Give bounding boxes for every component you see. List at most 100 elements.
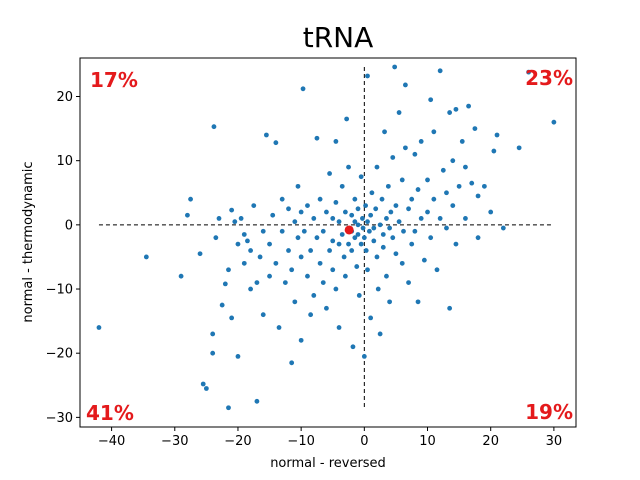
data-point bbox=[333, 286, 339, 292]
y-tick-label: 20 bbox=[56, 90, 73, 105]
data-point bbox=[377, 331, 383, 337]
data-point bbox=[352, 196, 358, 202]
data-point bbox=[373, 206, 379, 212]
data-point bbox=[289, 360, 295, 366]
data-point bbox=[185, 212, 190, 218]
data-point bbox=[260, 312, 266, 318]
x-tick-label: 10 bbox=[419, 434, 436, 449]
data-point bbox=[143, 254, 149, 260]
data-point bbox=[368, 212, 374, 218]
quadrant-label-top-left: 17% bbox=[90, 68, 138, 92]
data-point bbox=[292, 299, 298, 305]
y-tick-label: −30 bbox=[46, 411, 73, 426]
data-point bbox=[488, 209, 494, 215]
data-point bbox=[388, 209, 394, 215]
data-point bbox=[248, 248, 253, 253]
data-point bbox=[333, 199, 339, 205]
data-point bbox=[314, 135, 320, 141]
data-point bbox=[393, 203, 399, 209]
data-point bbox=[434, 267, 440, 273]
data-point bbox=[226, 405, 231, 411]
data-point bbox=[440, 167, 446, 173]
data-point bbox=[286, 248, 291, 253]
data-point bbox=[494, 132, 500, 138]
data-point bbox=[380, 232, 386, 237]
data-point bbox=[409, 241, 415, 247]
data-point bbox=[251, 203, 257, 209]
data-point bbox=[363, 203, 368, 209]
data-point bbox=[349, 212, 355, 218]
data-point bbox=[330, 238, 336, 244]
data-point bbox=[450, 158, 456, 164]
data-point bbox=[295, 183, 301, 189]
data-point bbox=[374, 254, 380, 260]
data-point bbox=[406, 206, 411, 212]
data-point bbox=[399, 177, 405, 183]
data-point bbox=[401, 228, 406, 234]
quadrant-label-bottom-right: 19% bbox=[525, 400, 573, 424]
quadrant-labels: 17% 23% 41% 19% bbox=[86, 66, 573, 425]
data-point bbox=[399, 260, 405, 266]
data-point bbox=[412, 151, 418, 157]
data-point bbox=[447, 305, 453, 311]
data-point bbox=[301, 228, 307, 234]
data-point bbox=[333, 139, 339, 144]
data-point bbox=[444, 190, 449, 196]
data-point bbox=[298, 209, 304, 215]
data-point bbox=[421, 257, 427, 263]
x-tick-label: −10 bbox=[287, 434, 314, 449]
data-point bbox=[406, 280, 411, 286]
x-tick-label: 30 bbox=[546, 434, 563, 449]
data-point bbox=[229, 207, 235, 213]
x-tick-label: −30 bbox=[161, 434, 188, 449]
data-point bbox=[308, 248, 314, 253]
data-point bbox=[368, 315, 374, 321]
data-point bbox=[314, 235, 320, 241]
data-point bbox=[270, 212, 276, 218]
data-point bbox=[384, 216, 389, 221]
data-point bbox=[403, 82, 408, 88]
data-point bbox=[352, 235, 358, 241]
data-point bbox=[341, 254, 347, 260]
data-point bbox=[384, 273, 389, 279]
data-point bbox=[342, 273, 348, 279]
data-point bbox=[374, 164, 380, 170]
data-point bbox=[415, 299, 421, 305]
data-point bbox=[311, 293, 317, 298]
data-point bbox=[361, 354, 367, 359]
y-axis-label: normal - thermodynamic bbox=[21, 161, 36, 322]
data-point bbox=[358, 241, 364, 247]
data-point bbox=[260, 228, 266, 234]
y-tick-label: −20 bbox=[46, 347, 73, 362]
data-point bbox=[320, 228, 326, 234]
data-point bbox=[366, 228, 372, 234]
data-point bbox=[418, 139, 424, 144]
data-point bbox=[203, 386, 209, 391]
data-point bbox=[481, 183, 487, 189]
x-tick-label: 20 bbox=[482, 434, 499, 449]
data-point bbox=[356, 293, 362, 298]
data-point bbox=[245, 238, 250, 244]
data-point bbox=[412, 228, 418, 234]
data-point bbox=[311, 216, 317, 221]
data-point bbox=[305, 203, 310, 209]
data-point bbox=[349, 248, 355, 253]
quadrant-label-top-right: 23% bbox=[525, 66, 573, 90]
mean-point bbox=[344, 225, 354, 235]
data-point bbox=[371, 225, 377, 231]
data-point bbox=[282, 280, 288, 286]
data-point bbox=[431, 129, 437, 135]
data-point bbox=[447, 110, 453, 115]
data-point bbox=[324, 305, 329, 311]
data-point bbox=[396, 110, 402, 115]
data-point bbox=[267, 273, 272, 279]
data-point bbox=[346, 164, 351, 170]
data-point bbox=[360, 225, 366, 231]
data-point bbox=[355, 206, 361, 212]
data-point bbox=[324, 209, 329, 215]
data-point bbox=[390, 235, 396, 241]
data-point bbox=[229, 315, 235, 321]
data-point bbox=[267, 241, 272, 247]
data-point bbox=[371, 238, 377, 244]
x-tick-label: −40 bbox=[98, 434, 125, 449]
